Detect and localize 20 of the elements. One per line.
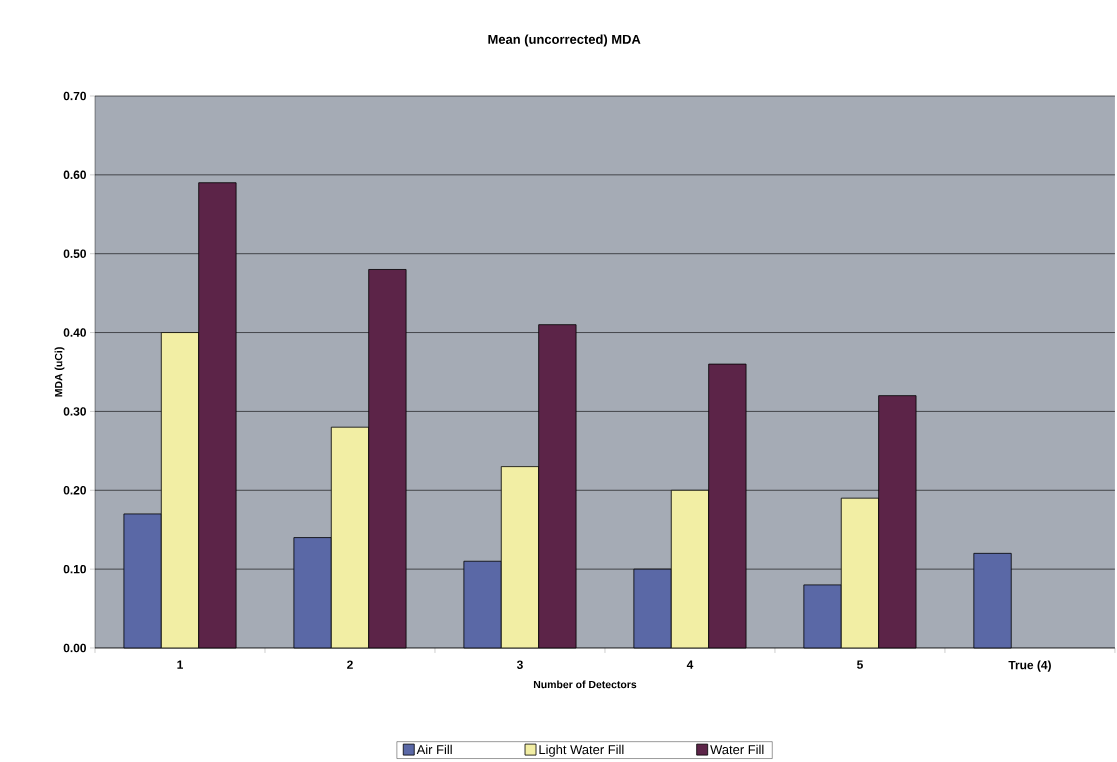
y-tick-label: 0.60 [63, 170, 86, 180]
x-tick-label: 1 [177, 660, 183, 669]
x-tick-label: 4 [686, 660, 694, 669]
y-tick-label: 0.40 [63, 328, 86, 337]
legend-label: Light Water Fill [539, 744, 624, 757]
x-axis-title: Number of Detectors [533, 680, 637, 689]
y-tick-label: 0.20 [63, 486, 86, 495]
y-axis-title: MDA (uCi) [54, 347, 65, 397]
legend-label: Air Fill [416, 744, 452, 755]
x-tick-label: 2 [347, 660, 353, 669]
y-tick-label: 0.70 [63, 91, 86, 101]
y-tick-label: 0.50 [63, 249, 86, 258]
x-tick-label: True (4) [1008, 660, 1051, 672]
y-tick-label: 0.00 [63, 643, 86, 653]
chart-title: Mean (uncorrected) MDA [488, 34, 641, 47]
legend-label: Water Fill [710, 744, 764, 755]
x-tick-label: 3 [516, 660, 523, 669]
x-tick-label: 5 [857, 660, 863, 669]
y-tick-label: 0.30 [63, 407, 86, 416]
y-tick-label: 0.10 [63, 564, 86, 574]
